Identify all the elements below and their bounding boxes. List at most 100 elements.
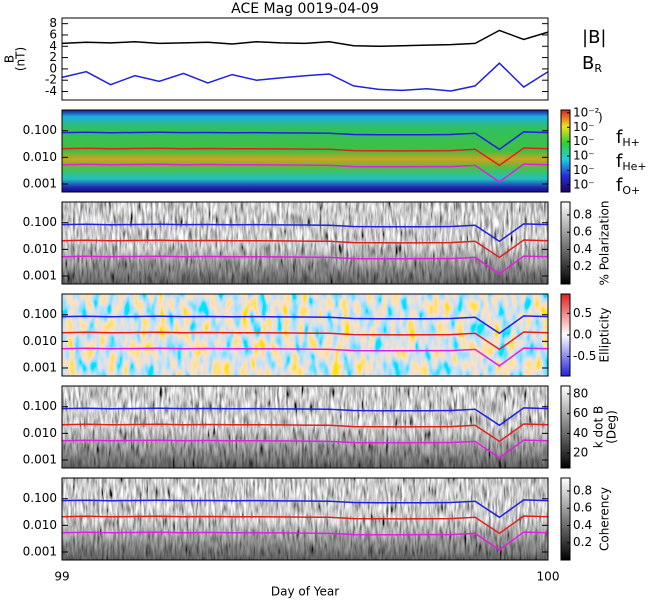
legend-subscript: H+ bbox=[622, 136, 640, 149]
plot-frame bbox=[61, 293, 549, 377]
colorbar-label: Coherency bbox=[598, 487, 612, 551]
y-tick-label: 2 bbox=[49, 50, 57, 64]
colorbar-label: (Deg) bbox=[605, 410, 619, 444]
series-line bbox=[61, 239, 549, 259]
colorbar-tick-label: 10⁻² bbox=[573, 105, 600, 119]
series-line bbox=[61, 131, 549, 151]
colorbar bbox=[560, 109, 571, 193]
colorbar-tick-label: 10⁻ bbox=[573, 163, 595, 177]
x-tick-label: 99 bbox=[54, 570, 69, 584]
series-line bbox=[61, 499, 549, 519]
colorbar-tick-label: 0.8 bbox=[573, 483, 592, 497]
series-line bbox=[61, 331, 549, 351]
legend-subscript: O+ bbox=[622, 184, 640, 197]
series-line bbox=[61, 347, 549, 367]
y-tick-label: 0.001 bbox=[23, 452, 57, 466]
y-tick-label: 0.001 bbox=[23, 544, 57, 558]
colorbar bbox=[560, 201, 571, 285]
legend-subscript: He+ bbox=[622, 160, 646, 173]
x-tick-label: 100 bbox=[537, 570, 560, 584]
legend-entry: BR bbox=[582, 53, 602, 75]
y-tick-label: 0.100 bbox=[23, 123, 57, 137]
colorbar-tick-label: 80 bbox=[573, 386, 588, 400]
plot-frame bbox=[61, 17, 549, 101]
series-line bbox=[61, 315, 549, 335]
y-tick-label: 0.010 bbox=[23, 518, 57, 532]
y-tick-label: 6 bbox=[49, 27, 57, 41]
y-tick-label: 0.010 bbox=[23, 150, 57, 164]
series-line bbox=[61, 223, 549, 243]
colorbar-tick-label: 20 bbox=[573, 446, 588, 460]
series-line bbox=[61, 423, 549, 443]
legend-name: |B| bbox=[582, 27, 606, 48]
colorbar-tick-label: 40 bbox=[573, 426, 588, 440]
legend-entry: |B| bbox=[582, 27, 606, 48]
plot-frame bbox=[61, 201, 549, 285]
y-tick-label: -4 bbox=[45, 84, 57, 98]
series-line bbox=[61, 255, 549, 275]
series-line bbox=[61, 62, 549, 92]
y-tick-label: 0.010 bbox=[23, 426, 57, 440]
colorbar-label: ) bbox=[598, 111, 603, 125]
spectrogram bbox=[62, 294, 548, 376]
y-tick-label: 0 bbox=[49, 61, 57, 75]
legend-entry: fO+ bbox=[616, 175, 640, 197]
spectrogram bbox=[62, 110, 548, 192]
colorbar-tick-label: -0.5 bbox=[573, 349, 596, 363]
chart-title: ACE Mag 0019-04-09 bbox=[231, 1, 379, 17]
y-tick-label: 0.001 bbox=[23, 268, 57, 282]
y-tick-label: 0.001 bbox=[23, 360, 57, 374]
x-axis-label: Day of Year bbox=[271, 585, 339, 599]
colorbar bbox=[560, 477, 571, 561]
y-tick-label: 0.100 bbox=[23, 307, 57, 321]
colorbar-tick-label: 0.6 bbox=[573, 501, 592, 515]
colorbar-tick-label: 0.4 bbox=[573, 242, 592, 256]
y-tick-label: 4 bbox=[49, 39, 57, 53]
legend-name: B bbox=[582, 53, 594, 74]
series-line bbox=[61, 29, 549, 48]
series-line bbox=[61, 531, 549, 551]
colorbar-tick-label: 10⁻ bbox=[573, 177, 595, 191]
colorbar-tick-label: 10⁻ bbox=[573, 120, 595, 134]
y-tick-label: 0.010 bbox=[23, 242, 57, 256]
colorbar-tick-label: 0.0 bbox=[573, 328, 592, 342]
series-line bbox=[61, 439, 549, 459]
plot-frame bbox=[61, 109, 549, 193]
legend-name: f bbox=[616, 175, 623, 196]
y-tick-label: -2 bbox=[45, 73, 57, 87]
series-line bbox=[61, 163, 549, 183]
y-axis-label: (nT) bbox=[14, 47, 28, 71]
spectrogram-shade bbox=[62, 386, 548, 468]
legend-name: f bbox=[616, 151, 623, 172]
plot-frame bbox=[61, 477, 549, 561]
legend-entry: fHe+ bbox=[616, 151, 647, 173]
y-tick-label: 0.001 bbox=[23, 176, 57, 190]
colorbar-label: % Polarization bbox=[598, 201, 612, 286]
colorbar-tick-label: 0.6 bbox=[573, 225, 592, 239]
y-axis-label: B bbox=[3, 55, 17, 63]
legend-entry: fH+ bbox=[616, 127, 640, 149]
y-tick-label: 0.100 bbox=[23, 399, 57, 413]
colorbar-tick-label: 0.2 bbox=[573, 259, 592, 273]
spectrogram-shade bbox=[62, 478, 548, 560]
colorbar-label: k dot B bbox=[592, 406, 606, 448]
colorbar bbox=[560, 385, 571, 469]
colorbar-tick-label: 60 bbox=[573, 406, 588, 420]
legend-name: f bbox=[616, 127, 623, 148]
colorbar-label: Ellipticity bbox=[598, 308, 612, 363]
colorbar-tick-label: 0.8 bbox=[573, 207, 592, 221]
colorbar-tick-label: 0.2 bbox=[573, 535, 592, 549]
y-tick-label: 0.100 bbox=[23, 491, 57, 505]
colorbar-tick-label: 0.5 bbox=[573, 306, 592, 320]
series-line bbox=[61, 407, 549, 427]
colorbar-tick-label: 10⁻ bbox=[573, 134, 595, 148]
spectrogram-shade bbox=[62, 202, 548, 284]
series-line bbox=[61, 515, 549, 535]
y-tick-label: 0.010 bbox=[23, 334, 57, 348]
colorbar-tick-label: 0.4 bbox=[573, 518, 592, 532]
y-tick-label: 0.100 bbox=[23, 215, 57, 229]
colorbar-tick-label: 10⁻ bbox=[573, 149, 595, 163]
y-tick-label: 8 bbox=[49, 16, 57, 30]
series-line bbox=[61, 147, 549, 167]
